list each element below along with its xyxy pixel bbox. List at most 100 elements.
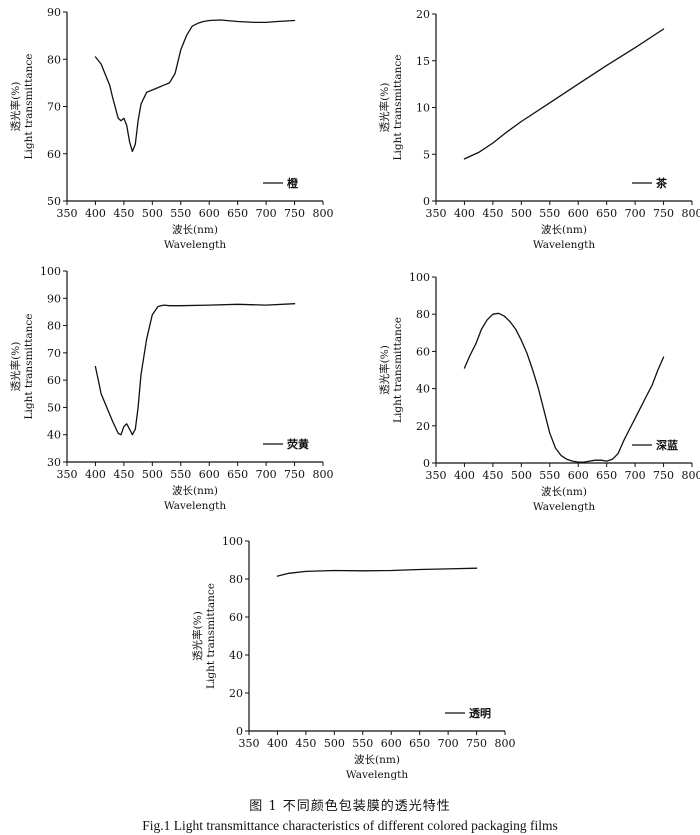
legend-label: 茶 <box>655 176 668 190</box>
x-axis-title-zh: 波长(nm) <box>541 485 587 498</box>
y-tick-label: 100 <box>409 271 430 284</box>
x-tick-label: 750 <box>284 207 305 220</box>
y-axis-title-zh: 透光率(%) <box>378 345 391 395</box>
x-tick-label: 350 <box>57 468 78 481</box>
x-tick-label: 350 <box>426 207 447 220</box>
x-tick-label: 650 <box>596 469 617 482</box>
figure-caption-zh: 图 1 不同颜色包装膜的透光特性 <box>249 799 451 814</box>
x-axis-title-en: Wavelength <box>164 500 227 512</box>
y-axis-title-en: Light transmittance <box>23 314 35 420</box>
y-axis-title-en: Light transmittance <box>392 317 404 423</box>
x-tick-label: 600 <box>199 207 220 220</box>
y-tick-label: 70 <box>47 347 61 360</box>
y-tick-label: 20 <box>229 687 243 700</box>
y-tick-label: 100 <box>222 535 243 548</box>
y-axis-title-zh: 透光率(%) <box>9 342 22 392</box>
x-tick-label: 800 <box>682 469 700 482</box>
x-tick-label: 700 <box>438 737 459 750</box>
y-tick-label: 40 <box>47 429 61 442</box>
x-tick-label: 400 <box>85 468 106 481</box>
x-tick-label: 700 <box>625 207 646 220</box>
x-tick-label: 550 <box>539 469 560 482</box>
y-axis-title-en: Light transmittance <box>23 54 35 160</box>
y-tick-label: 20 <box>416 420 430 433</box>
series-line <box>94 19 296 153</box>
legend-label: 橙 <box>287 176 299 190</box>
x-tick-label: 450 <box>482 469 503 482</box>
y-tick-label: 10 <box>416 102 430 115</box>
series-line <box>94 303 296 436</box>
y-axis-title-zh: 透光率(%) <box>191 611 204 661</box>
legend-label: 荧黄 <box>287 437 309 451</box>
x-axis-title-zh: 波长(nm) <box>172 223 218 236</box>
x-tick-label: 450 <box>295 737 316 750</box>
x-tick-label: 350 <box>57 207 78 220</box>
x-tick-label: 400 <box>454 207 475 220</box>
y-tick-label: 40 <box>416 383 430 396</box>
x-tick-label: 400 <box>454 469 475 482</box>
x-tick-label: 700 <box>625 469 646 482</box>
x-tick-label: 800 <box>313 207 334 220</box>
y-tick-label: 70 <box>47 101 61 114</box>
x-tick-label: 500 <box>142 207 163 220</box>
y-tick-label: 60 <box>47 374 61 387</box>
x-tick-label: 750 <box>653 207 674 220</box>
y-axis-title-en: Light transmittance <box>392 55 404 161</box>
y-tick-label: 90 <box>47 6 61 19</box>
x-axis-title-en: Wavelength <box>533 501 596 513</box>
y-tick-label: 80 <box>47 53 61 66</box>
x-axis-title-zh: 波长(nm) <box>172 484 218 497</box>
x-tick-label: 800 <box>495 737 516 750</box>
y-tick-label: 0 <box>423 457 430 470</box>
y-tick-label: 80 <box>416 308 430 321</box>
x-tick-label: 400 <box>267 737 288 750</box>
x-tick-label: 750 <box>466 737 487 750</box>
chart-panel-5: 350 400 450 500 550 600 650 700 750 800 0 20 40 60 80 1… <box>191 535 516 781</box>
x-tick-label: 600 <box>568 469 589 482</box>
x-axis-title-en: Wavelength <box>164 239 227 251</box>
x-tick-label: 700 <box>256 207 277 220</box>
x-tick-label: 650 <box>227 207 248 220</box>
x-tick-label: 450 <box>482 207 503 220</box>
x-tick-label: 350 <box>426 469 447 482</box>
x-tick-label: 650 <box>409 737 430 750</box>
x-tick-label: 600 <box>199 468 220 481</box>
x-tick-label: 450 <box>113 207 134 220</box>
legend-label: 深蓝 <box>656 438 678 452</box>
series-line <box>463 28 665 160</box>
series-line <box>463 312 665 463</box>
figure-caption-en: Fig.1 Light transmittance characteristic… <box>142 818 558 833</box>
x-tick-label: 550 <box>170 468 191 481</box>
y-axis-title-en: Light transmittance <box>205 583 217 689</box>
x-tick-label: 500 <box>324 737 345 750</box>
x-tick-label: 700 <box>256 468 277 481</box>
y-tick-label: 15 <box>416 55 430 68</box>
y-tick-label: 50 <box>47 401 61 414</box>
y-tick-label: 80 <box>47 320 61 333</box>
y-tick-label: 40 <box>229 649 243 662</box>
y-tick-label: 30 <box>47 456 61 469</box>
legend-label: 透明 <box>469 707 491 720</box>
x-tick-label: 600 <box>568 207 589 220</box>
y-tick-label: 60 <box>47 148 61 161</box>
x-tick-label: 600 <box>381 737 402 750</box>
chart-panel-4: 350 400 450 500 550 600 650 700 750 800 0 20 40 60 80 1… <box>378 271 700 513</box>
x-axis-title-en: Wavelength <box>346 769 409 781</box>
y-tick-label: 20 <box>416 8 430 21</box>
y-tick-label: 50 <box>47 195 61 208</box>
x-tick-label: 550 <box>539 207 560 220</box>
x-tick-label: 650 <box>596 207 617 220</box>
y-tick-label: 0 <box>236 725 243 738</box>
x-tick-label: 750 <box>653 469 674 482</box>
x-tick-label: 450 <box>113 468 134 481</box>
x-axis-title-en: Wavelength <box>533 239 596 251</box>
x-axis-title-zh: 波长(nm) <box>354 753 400 766</box>
y-tick-label: 100 <box>40 265 61 278</box>
y-tick-label: 60 <box>416 345 430 358</box>
y-axis-title-zh: 透光率(%) <box>378 83 391 133</box>
x-tick-label: 750 <box>284 468 305 481</box>
y-tick-label: 5 <box>423 148 430 161</box>
y-tick-label: 60 <box>229 611 243 624</box>
figure-canvas: 350 400 450 500 550 600 650 700 750 8005060708090… <box>9 6 700 781</box>
y-tick-label: 90 <box>47 292 61 305</box>
